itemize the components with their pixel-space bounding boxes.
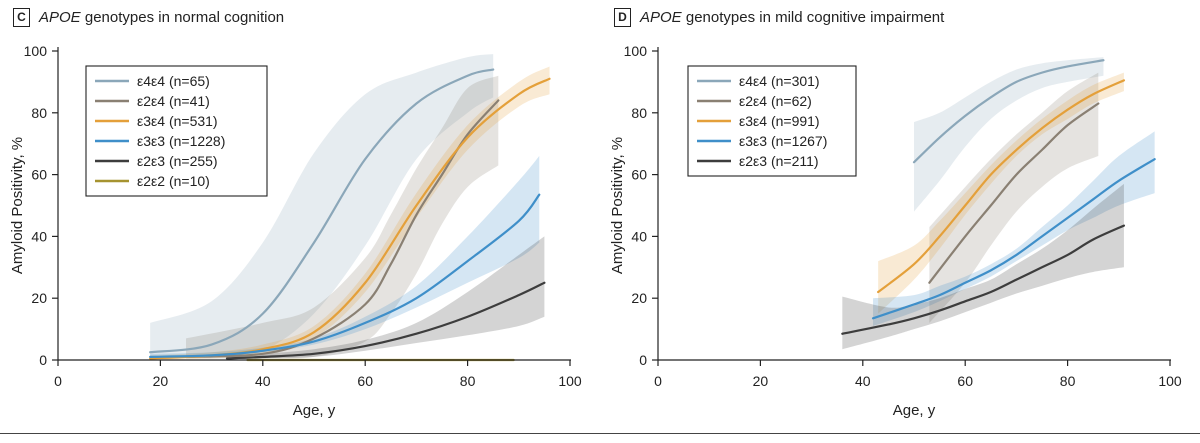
chart-c-line-e4e4: [149, 68, 495, 354]
chart-d-line-e4e4: [912, 59, 1105, 164]
chart-d-y-tick-label-0: 0: [639, 352, 647, 368]
chart-d-legend-label-e3e4: ε3ε4 (n=991): [739, 113, 820, 129]
chart-d-y-tick-label-20: 20: [631, 290, 647, 306]
chart-c-legend-label-e4e4: ε4ε4 (n=65): [137, 73, 210, 89]
panel-d-title-gene: APOE: [640, 8, 682, 26]
chart-c-y-tick-label-40: 40: [31, 228, 47, 244]
chart-d-lines: [841, 59, 1156, 335]
chart-c-y-tick-label-60: 60: [31, 167, 47, 183]
chart-c-x-tick-label-0: 0: [54, 373, 62, 389]
chart-d-legend-label-e2e3: ε2ε3 (n=211): [739, 153, 819, 169]
chart-d-legend: ε4ε4 (n=301) ε2ε4 (n=62) ε3ε4 (n=991) ε3ε3 …: [687, 65, 857, 177]
chart-d-x-axis-label: Age, y: [893, 402, 936, 419]
chart-d-x-tick-label-40: 40: [855, 373, 871, 389]
chart-d-x-tick-label-80: 80: [1060, 373, 1076, 389]
panel-d-header: D APOE genotypes in mild cognitive impai…: [614, 6, 944, 28]
chart-c-x-tick-label-20: 20: [153, 373, 169, 389]
panel-d-title-rest: genotypes in mild cognitive impairment: [681, 8, 945, 26]
chart-d-x-tick-label-60: 60: [957, 373, 973, 389]
chart-c-x-axis-label: Age, y: [293, 402, 336, 419]
chart-d-y-tick-label-100: 100: [624, 43, 648, 59]
panel-d-letter: D: [614, 7, 631, 27]
chart-c-legend: ε4ε4 (n=65) ε2ε4 (n=41) ε3ε4 (n=531) ε3ε3 (…: [85, 65, 268, 197]
chart-c-band-e2e4: [186, 75, 499, 359]
chart-d-band-e4e4: [914, 57, 1104, 212]
panel-c-letter: C: [13, 7, 30, 27]
chart-d-line-e3e3: [871, 158, 1156, 320]
chart-d-y-tick-label-40: 40: [631, 228, 647, 244]
chart-c-line-e2e3: [225, 281, 546, 360]
chart-c-y-tick-label-0: 0: [39, 352, 47, 368]
chart-d-y-tick-label-80: 80: [631, 105, 647, 121]
chart-c-band-e4e4: [150, 54, 494, 358]
chart-d-legend-label-e2e4: ε2ε4 (n=62): [739, 93, 812, 109]
chart-d-line-e2e3: [841, 224, 1126, 335]
chart-d-line-e3e4: [877, 79, 1126, 294]
chart-c-band-e2e3: [226, 236, 545, 360]
chart-c-legend-label-e3e4: ε3ε4 (n=531): [137, 113, 218, 129]
chart-c-legend-box: [85, 65, 268, 197]
chart-c-legend-label-e2e3: ε2ε3 (n=255): [137, 153, 218, 169]
chart-d-legend-label-e3e3: ε3ε3 (n=1267): [739, 133, 827, 149]
chart-c-line-e3e3: [149, 193, 541, 359]
chart-c-legend-label-e2e2: ε2ε2 (n=10): [137, 173, 210, 189]
chart-d-band-e3e4: [878, 72, 1124, 314]
chart-c-normal-cognition: 0 20 40 60 80 100 0 20 40 60 80 100 Age, y Amyloid Po…: [9, 43, 582, 419]
chart-d-x-tick-label-100: 100: [1158, 373, 1182, 389]
chart-c-band-e3e3: [150, 156, 540, 359]
chart-d-y-tick-label-60: 60: [631, 167, 647, 183]
chart-c-x-tick-label-60: 60: [357, 373, 373, 389]
chart-d-legend-label-e4e4: ε4ε4 (n=301): [739, 73, 820, 89]
chart-c-y-tick-label-20: 20: [31, 290, 47, 306]
chart-d-bands: [842, 57, 1155, 350]
chart-c-legend-label-e2e4: ε2ε4 (n=41): [137, 93, 210, 109]
chart-d-y-axis-label: Amyloid Positivity, %: [609, 137, 626, 274]
chart-c-x-tick-label-100: 100: [558, 373, 582, 389]
panel-c-header: C APOE genotypes in normal cognition: [13, 6, 284, 28]
chart-c-x-tick-label-80: 80: [460, 373, 476, 389]
panel-c-title-rest: genotypes in normal cognition: [80, 8, 285, 26]
panel-d-title: APOE genotypes in mild cognitive impairm…: [640, 9, 944, 26]
chart-c-legend-label-e3e3: ε3ε3 (n=1228): [137, 133, 225, 149]
chart-c-y-tick-label-100: 100: [24, 43, 48, 59]
chart-c-x-tick-label-40: 40: [255, 373, 271, 389]
chart-c-y-axis-label: Amyloid Positivity, %: [9, 137, 26, 274]
chart-c-lines: [149, 68, 551, 362]
panel-c-title-gene: APOE: [39, 8, 81, 26]
chart-d-x-tick-label-20: 20: [753, 373, 769, 389]
chart-d-mild-cognitive-impairment: 0 20 40 60 80 100 0 20 40 60 80 100 Age, y Amyloid Po…: [609, 43, 1182, 419]
chart-c-y-tick-label-80: 80: [31, 105, 47, 121]
chart-d-band-e3e3: [873, 131, 1155, 327]
panel-c-title: APOE genotypes in normal cognition: [39, 9, 284, 26]
chart-d-band-e2e3: [842, 183, 1124, 350]
chart-d-line-e2e4: [928, 102, 1100, 284]
bottom-rule: [0, 433, 1200, 434]
chart-d-x-tick-label-0: 0: [654, 373, 662, 389]
